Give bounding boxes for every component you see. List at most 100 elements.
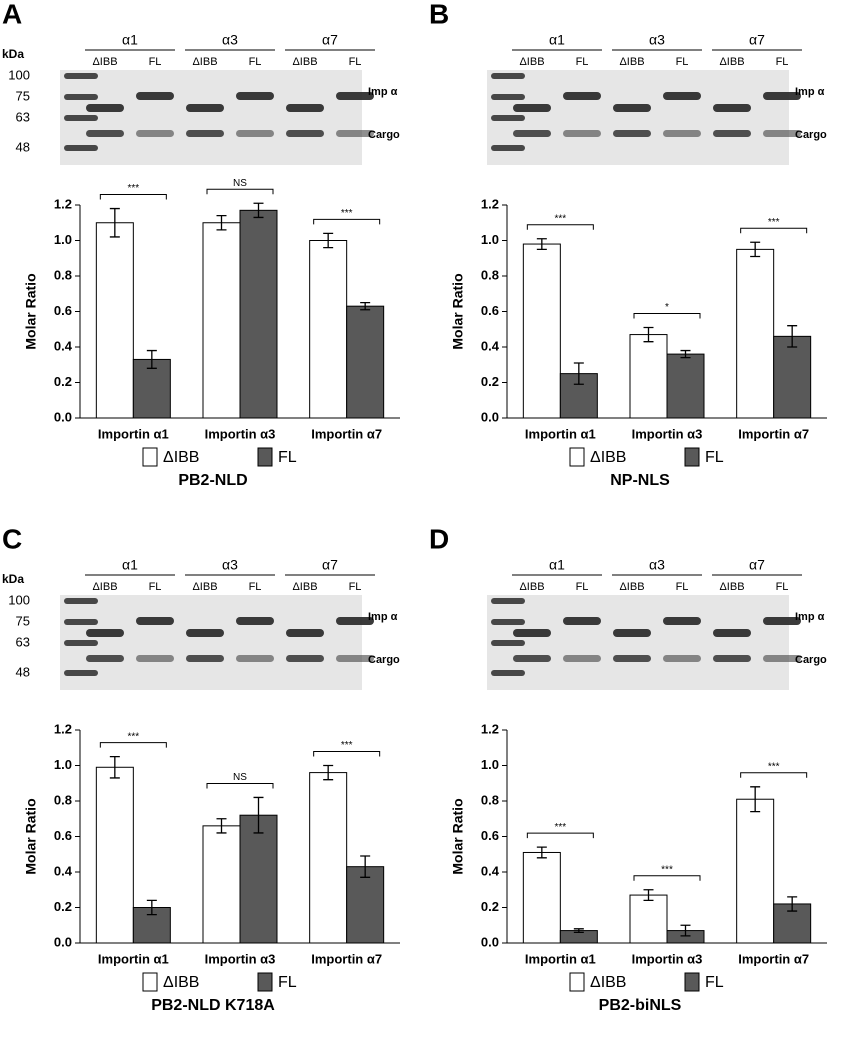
significance-bracket [99,194,167,200]
lane-group-label: α7 [322,32,338,48]
y-tick-label: 0.2 [481,899,499,914]
lane-group-label: α7 [749,32,765,48]
legend-swatch [142,447,158,467]
significance-bracket [99,742,167,748]
gel-band [563,92,601,100]
ladder-band [491,670,525,676]
ladder-band [64,145,98,151]
ladder-band [64,640,98,646]
significance-label: NS [233,178,247,189]
gel-band [236,617,274,625]
gel-band [613,130,651,137]
ladder-band [64,73,98,79]
lane-label: FL [249,581,262,593]
error-bar [536,846,547,859]
y-tick-label: 1.2 [481,721,499,736]
gel-band [513,104,551,112]
gel-band [286,130,324,137]
band-label: Imp α [368,611,398,623]
x-tick-label: Importin α3 [205,951,276,966]
panel: Dα1 ΔIBB FL α3 ΔIBB FL α7 ΔIBB FL Imp α Cargo 0.0 0.… [429,523,827,1014]
ladder-band [491,73,525,79]
error-bar [216,818,227,834]
x-tick-label: Importin α7 [311,951,382,966]
significance-bracket [740,227,808,234]
band-label: Cargo [795,654,827,666]
lane-label: ΔIBB [519,581,544,593]
marker-label: 63 [16,109,30,124]
error-bar [787,325,798,348]
ladder-band [64,670,98,676]
significance-label: *** [554,213,566,224]
lane-label: FL [676,56,689,68]
gel-band [336,130,374,137]
significance-label: *** [341,740,353,751]
error-bar [253,796,264,834]
chart-title: PB2-biNLS [599,997,682,1014]
gel-band [513,655,551,662]
lane-label: ΔIBB [92,56,117,68]
lane-label: FL [349,581,362,593]
legend-swatch [684,447,700,467]
ladder-band [491,598,525,604]
lane-label: ΔIBB [292,56,317,68]
lane-group-label: α3 [649,32,665,48]
legend-label: FL [278,974,297,991]
gel-band [336,655,374,662]
gel-band [136,655,174,662]
gel-band [763,92,801,100]
gel-band [86,629,124,637]
band-label: Imp α [795,611,825,623]
gel-band [186,130,224,137]
marker-label: 100 [8,592,30,607]
y-axis-label: Molar Ratio [23,798,39,874]
chart-title: PB2-NLD [178,472,247,489]
lane-group-label: α1 [549,557,565,573]
y-tick-label: 0.6 [54,828,72,843]
x-tick-label: Importin α7 [311,426,382,441]
x-tick-label: Importin α1 [525,951,596,966]
lane-label: ΔIBB [719,581,744,593]
ladder-band [491,619,525,625]
legend-label: ΔIBB [590,449,626,466]
y-tick-label: 1.2 [54,196,72,211]
lane-group-label: α7 [322,557,338,573]
y-tick-label: 0.4 [481,863,500,878]
lane-label: FL [149,581,162,593]
ladder-band [491,94,525,100]
gel-band [713,655,751,662]
y-axis-label: Molar Ratio [23,273,39,349]
x-tick-label: Importin α1 [98,951,169,966]
error-bar [573,928,584,933]
legend-swatch [257,972,273,992]
significance-label: *** [554,822,566,833]
gel-band [613,104,651,112]
marker-label: 75 [16,88,30,103]
gel-band [613,655,651,662]
error-bar [360,301,371,311]
gel-unit: kDa [2,47,24,61]
chart-title: PB2-NLD K718A [151,997,275,1014]
marker-label: 63 [16,634,30,649]
error-bar [680,349,691,359]
y-tick-label: 1.0 [54,232,72,247]
bar [346,305,385,419]
bar [95,766,134,944]
bar [522,243,561,419]
gel-band [613,629,651,637]
gel-band [763,617,801,625]
error-bar [787,896,798,912]
significance-bracket [633,875,701,881]
gel-band [336,92,374,100]
significance-label: *** [341,208,353,219]
y-tick-label: 0.0 [54,409,72,424]
gel-band [136,617,174,625]
legend-label: FL [705,449,724,466]
significance-bracket [206,188,274,195]
band-label: Cargo [368,654,400,666]
y-tick-label: 0.2 [481,374,499,389]
error-bar [146,349,157,369]
gel-band [663,655,701,662]
bar [309,772,348,944]
